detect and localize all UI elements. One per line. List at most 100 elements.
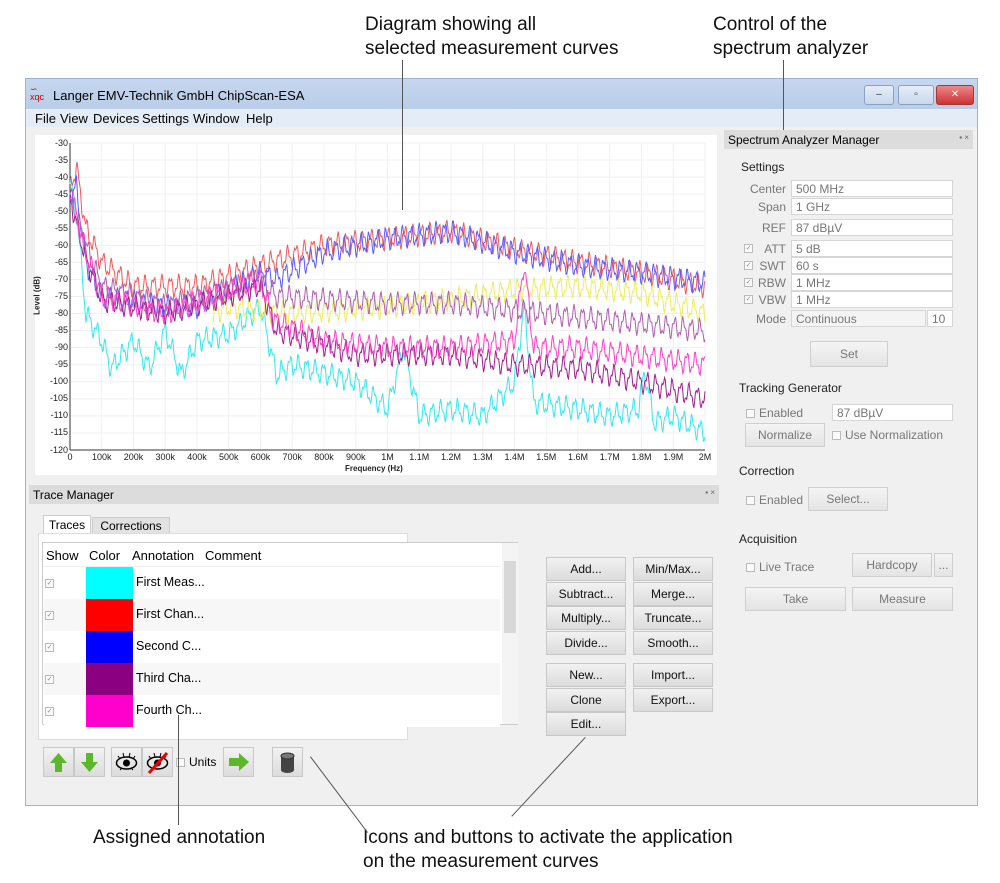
move-down-button[interactable] [74,747,105,777]
merge-button[interactable]: Merge... [633,581,713,606]
column-annotation[interactable]: Annotation [132,548,195,563]
correction-enabled-checkbox[interactable] [746,496,755,505]
hardcopy-button[interactable]: Hardcopy [852,553,932,577]
y-tick-label: -105 [49,393,68,404]
rbw-checkbox[interactable]: ✓ [744,278,753,287]
new-button[interactable]: New... [546,663,626,687]
span-field[interactable]: 1 GHz [791,198,953,215]
annotation-cell[interactable]: First Chan... [136,607,205,621]
center-field[interactable]: 500 MHz [791,180,953,197]
annotation-cell[interactable]: Fourth Ch... [136,703,202,717]
x-tick-label: 1.1M [409,452,430,462]
measure-button[interactable]: Measure [852,587,953,611]
swt-checkbox[interactable]: ✓ [744,261,753,270]
move-up-button[interactable] [43,747,74,777]
menu-window[interactable]: Window [193,111,240,126]
mode-count-spinner[interactable]: 10 [927,310,953,327]
tab-corrections[interactable]: Corrections [92,517,170,534]
import-button[interactable]: Import... [633,663,713,687]
color-swatch[interactable] [86,631,133,663]
minmax-button[interactable]: Min/Max... [633,557,713,581]
show-all-button[interactable] [111,747,142,777]
tracking-enabled-label: Enabled [759,406,804,420]
color-swatch[interactable] [86,695,133,727]
hardcopy-options-button[interactable]: ... [934,553,953,577]
annotation-cell[interactable]: Second C... [136,639,202,653]
callout-line-1: Diagram showing all [365,14,537,35]
truncate-button[interactable]: Truncate... [633,606,713,631]
table-row[interactable]: ✓ Fourth Ch... [44,695,500,727]
y-tick-label: -85 [54,325,68,336]
column-show[interactable]: Show [46,548,79,563]
annotation-cell[interactable]: Third Cha... [136,671,202,685]
panel-header: Trace Manager ▪ × [29,485,719,504]
mode-select[interactable]: Continuous [791,310,926,327]
menu-settings[interactable]: Settings [142,111,189,126]
tracking-level-field[interactable]: 87 dBµV [832,404,953,421]
scrollbar-thumb[interactable] [504,561,516,633]
column-comment[interactable]: Comment [205,548,262,563]
subtract-button[interactable]: Subtract... [546,581,626,606]
smooth-button[interactable]: Smooth... [633,631,713,656]
divide-button[interactable]: Divide... [546,631,626,656]
column-color[interactable]: Color [89,548,121,563]
trace-line-1 [69,161,706,300]
att-checkbox[interactable]: ✓ [744,244,753,253]
color-swatch[interactable] [86,663,133,695]
spectrum-chart[interactable]: Level (dB) Frequency (Hz) -30 -35 -40 -45 -5… [33,135,717,475]
table-row[interactable]: ✓ First Chan... [44,599,500,631]
database-icon [280,752,295,773]
menu-view[interactable]: View [60,111,88,126]
app-window: ∽ xqc Langer EMV-Technik GmbH ChipScan-ES… [25,78,978,806]
add-button[interactable]: Add... [546,557,626,581]
normalize-button[interactable]: Normalize [745,423,825,447]
show-checkbox[interactable]: ✓ [45,611,54,620]
units-checkbox[interactable] [176,758,185,767]
show-checkbox[interactable]: ✓ [45,675,54,684]
show-checkbox[interactable]: ✓ [45,707,54,716]
table-row[interactable]: ✓ Third Cha... [44,663,500,695]
live-trace-checkbox[interactable] [746,563,755,572]
float-close-icon[interactable]: ▪ × [959,133,969,142]
export-button[interactable]: Export... [633,687,713,712]
database-button[interactable] [272,747,303,777]
show-checkbox[interactable]: ✓ [45,643,54,652]
trace-line-6 [69,197,706,377]
menu-help[interactable]: Help [246,111,273,126]
edit-button[interactable]: Edit... [546,712,626,737]
clone-button[interactable]: Clone [546,687,626,712]
tab-traces[interactable]: Traces [43,515,91,534]
table-row[interactable]: ✓ First Meas... [44,567,500,599]
y-tick-label: -60 [54,239,68,250]
correction-select-button[interactable]: Select... [808,487,888,511]
multiply-button[interactable]: Multiply... [546,606,626,631]
use-normalization-checkbox[interactable] [832,431,841,440]
maximize-button[interactable]: ▫ [898,85,934,105]
att-field[interactable]: 5 dB [791,240,953,257]
set-button[interactable]: Set [810,341,888,367]
show-checkbox[interactable]: ✓ [45,579,54,588]
x-tick-label: 100k [91,452,112,462]
swt-field[interactable]: 60 s [791,257,953,274]
color-swatch[interactable] [86,599,133,631]
float-close-icon[interactable]: ▪ × [705,488,715,497]
minimize-button[interactable]: – [864,85,894,105]
table-scrollbar[interactable] [502,543,518,724]
tracking-enabled-checkbox[interactable] [746,409,755,418]
table-row[interactable]: ✓ Second C... [44,631,500,663]
y-tick-label: -95 [54,359,68,370]
ref-field[interactable]: 87 dBµV [791,219,953,236]
callout-pointer [178,715,179,825]
take-button[interactable]: Take [745,587,846,611]
color-swatch[interactable] [86,567,133,599]
menu-devices[interactable]: Devices [93,111,140,126]
rbw-field[interactable]: 1 MHz [791,274,953,291]
menu-file[interactable]: File [35,111,56,126]
apply-button[interactable] [223,747,254,777]
close-button[interactable]: ✕ [936,85,974,105]
hide-all-button[interactable] [142,747,173,777]
annotation-cell[interactable]: First Meas... [136,575,205,589]
vbw-field[interactable]: 1 MHz [791,291,953,308]
mode-label: Mode [755,312,786,326]
vbw-checkbox[interactable]: ✓ [744,295,753,304]
